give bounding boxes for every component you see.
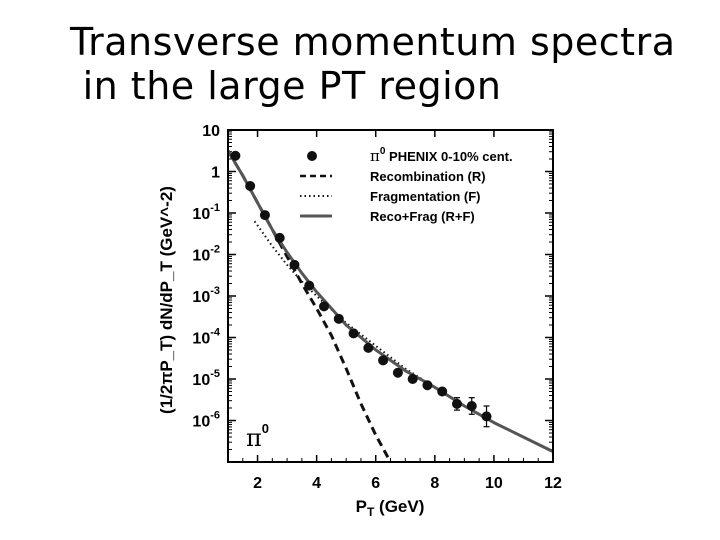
x-tick-label: 10: [485, 475, 503, 492]
slide-title-line-2: in the large PT region: [70, 64, 502, 108]
y-tick-label: 10-2: [192, 244, 220, 265]
data-point: [437, 386, 448, 397]
data-point: [245, 181, 256, 192]
x-tick-label: 6: [371, 475, 380, 492]
x-tick-label: 4: [312, 475, 321, 492]
plot-frame: [227, 129, 554, 463]
legend-entry-data: π0 PHENIX 0-10% cent.: [307, 146, 513, 165]
data-point: [274, 232, 285, 243]
fragmentation-curve: [253, 220, 553, 453]
data-point: [319, 301, 330, 312]
pi0-annotation: π0: [246, 421, 269, 452]
data-point: [289, 259, 300, 270]
y-tick-label: 10: [202, 123, 220, 140]
recombination-curve: [228, 150, 392, 462]
x-tick-label: 8: [430, 475, 439, 492]
legend-entry-reco-frag: Reco+Frag (R+F): [300, 209, 475, 224]
data-point: [304, 280, 315, 291]
x-axis-label: PT (GeV): [356, 497, 425, 519]
data-point: [259, 210, 270, 221]
legend-marker-data: [307, 151, 317, 161]
y-tick-label: 1: [211, 165, 220, 182]
data-point: [348, 328, 359, 339]
data-point: [451, 398, 462, 409]
data-point: [407, 374, 418, 384]
data-point: [422, 380, 433, 391]
y-tick-label: 10-3: [192, 285, 220, 306]
data-point: [230, 150, 241, 161]
x-tick-label: 2: [253, 475, 262, 492]
y-axis-label: (1/2πP_T) dN/dP_T (GeV^-2): [157, 186, 176, 414]
data-point: [363, 342, 374, 353]
data-point: [466, 400, 477, 411]
legend-label-recombination: Recombination (R): [370, 169, 486, 184]
legend-label-fragmentation: Fragmentation (F): [370, 189, 481, 204]
data-point: [333, 313, 344, 324]
y-tick-label: 10-1: [192, 202, 220, 223]
legend-label-reco-frag: Reco+Frag (R+F): [370, 209, 475, 224]
slide-title: Transverse momentum spectra in the large…: [70, 20, 676, 108]
slide-title-line-1: Transverse momentum spectra: [70, 20, 676, 64]
y-tick-label: 10-5: [192, 368, 220, 389]
data-point: [392, 367, 403, 378]
data-point: [481, 411, 492, 422]
legend-label-data: π0 PHENIX 0-10% cent.: [370, 146, 513, 165]
data-point: [378, 355, 389, 366]
y-tick-label: 10-6: [192, 410, 220, 431]
legend: π0 PHENIX 0-10% cent. Recombination (R) …: [300, 146, 513, 224]
reco-frag-curve: [228, 150, 553, 453]
x-tick-label: 12: [544, 475, 562, 492]
y-tick-label: 10-4: [192, 327, 220, 348]
legend-entry-recombination: Recombination (R): [300, 169, 486, 184]
legend-entry-fragmentation: Fragmentation (F): [300, 189, 481, 204]
